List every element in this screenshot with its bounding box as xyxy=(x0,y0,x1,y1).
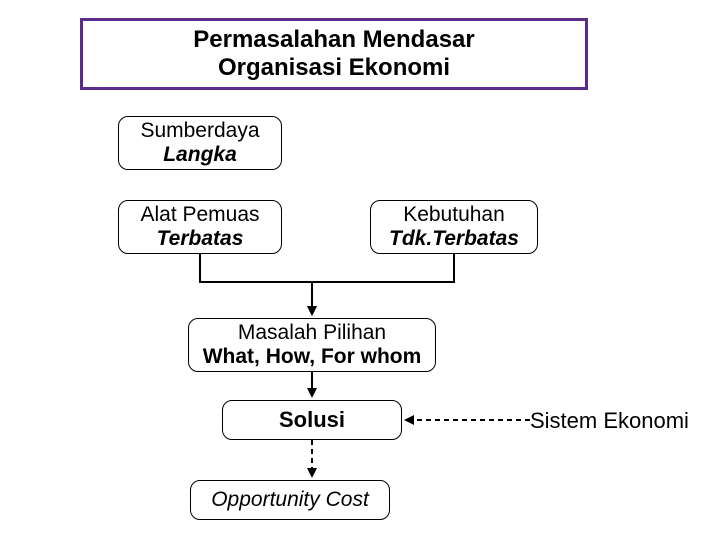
node-opportunity: Opportunity Cost xyxy=(190,480,390,520)
node-solusi: Solusi xyxy=(222,400,402,440)
node-alat-line1: Alat Pemuas xyxy=(140,203,259,227)
title-line1: Permasalahan Mendasar xyxy=(193,26,474,54)
node-sumberdaya-line2: Langka xyxy=(163,143,237,167)
node-sumberdaya-line1: Sumberdaya xyxy=(140,119,259,143)
title-line2: Organisasi Ekonomi xyxy=(218,54,450,82)
node-kebutuhan-line2: Tdk.Terbatas xyxy=(389,227,519,251)
title-box: Permasalahan Mendasar Organisasi Ekonomi xyxy=(80,18,588,90)
node-alat-line2: Terbatas xyxy=(157,227,244,251)
node-masalah-line2: What, How, For whom xyxy=(203,345,422,369)
node-masalah: Masalah Pilihan What, How, For whom xyxy=(188,318,436,372)
node-sumberdaya: Sumberdaya Langka xyxy=(118,116,282,170)
node-alat: Alat Pemuas Terbatas xyxy=(118,200,282,254)
node-kebutuhan: Kebutuhan Tdk.Terbatas xyxy=(370,200,538,254)
node-kebutuhan-line1: Kebutuhan xyxy=(403,203,505,227)
node-masalah-line1: Masalah Pilihan xyxy=(238,321,386,345)
diagram-canvas: { "title": { "line1": "Permasalahan Mend… xyxy=(0,0,720,540)
side-label-sistem-ekonomi: Sistem Ekonomi xyxy=(530,408,689,434)
node-solusi-line1: Solusi xyxy=(279,407,345,432)
node-opportunity-line1: Opportunity Cost xyxy=(211,488,369,512)
